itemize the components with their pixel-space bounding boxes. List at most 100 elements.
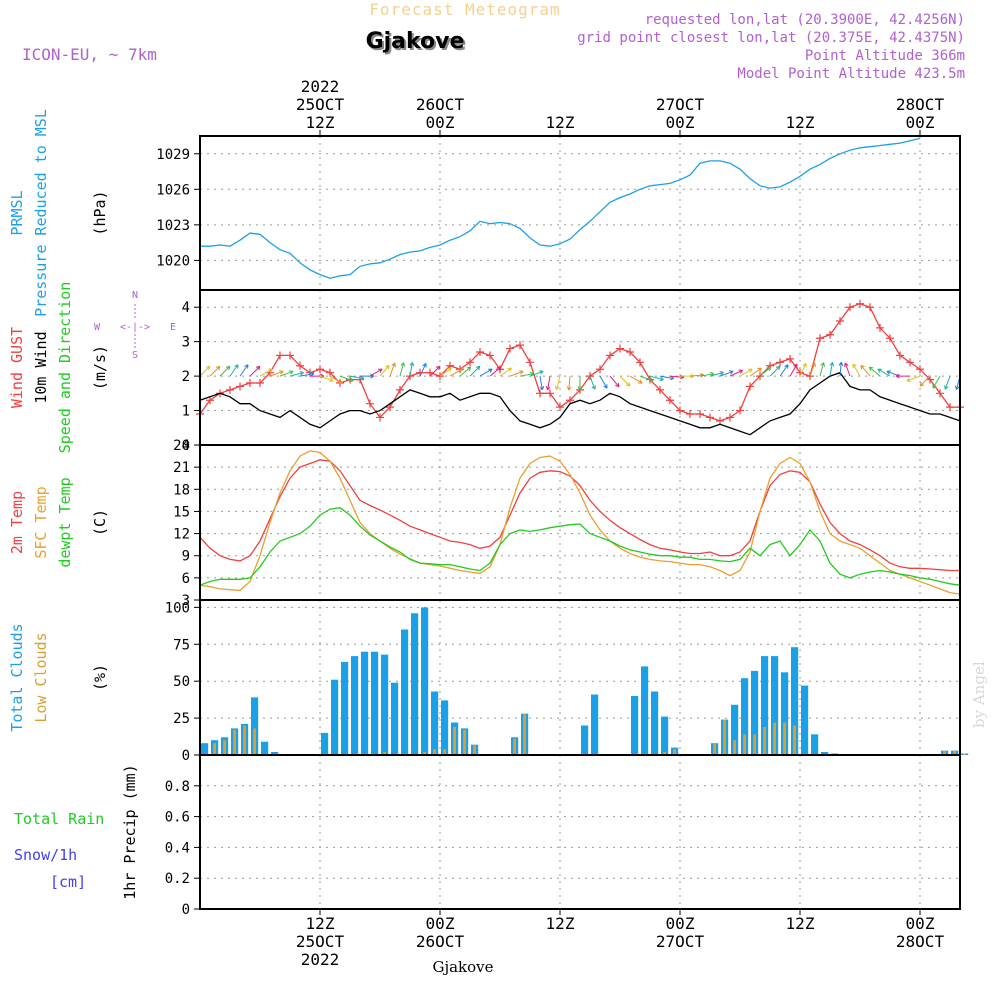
wind-arrow xyxy=(469,365,481,377)
wind-arrow xyxy=(895,373,910,379)
wind-arrow xyxy=(599,375,608,389)
wind-arrow xyxy=(779,364,789,377)
bar-total_clouds xyxy=(421,607,429,755)
bar-low_clouds xyxy=(783,722,786,755)
bar-total_clouds xyxy=(361,651,369,755)
top-time-label: 27OCT xyxy=(656,95,705,114)
wind-arrow xyxy=(566,376,572,391)
wind-arrow xyxy=(749,367,762,377)
top-time-label: 00Z xyxy=(426,113,455,132)
series-gust xyxy=(199,303,960,422)
wind-arrow xyxy=(852,363,861,377)
bar-low_clouds xyxy=(943,750,946,755)
gust-marker xyxy=(596,365,604,374)
gust-marker xyxy=(836,317,844,325)
wind-arrow xyxy=(545,376,551,391)
top-time-label: 00Z xyxy=(906,113,935,132)
gust-marker xyxy=(476,348,484,356)
wind-arrow xyxy=(389,362,396,377)
precip-legend-0: Total Rain xyxy=(14,810,104,828)
bottom-time-label: 00Z xyxy=(666,914,695,933)
wind-arrow xyxy=(919,375,931,387)
gust-marker xyxy=(716,416,724,425)
bar-low_clouds xyxy=(763,727,766,755)
gust-marker xyxy=(236,382,244,391)
wind-arrow xyxy=(199,365,211,377)
bottom-time-label: 25OCT xyxy=(296,932,345,951)
bar-total_clouds xyxy=(771,656,779,755)
gust-marker xyxy=(916,365,924,374)
y-tick-label: 75 xyxy=(173,637,190,653)
gust-marker xyxy=(526,358,534,367)
y-tick-label: 18 xyxy=(173,482,190,498)
bar-total_clouds xyxy=(801,685,809,755)
wind-arrow xyxy=(509,370,524,377)
y-tick-label: 25 xyxy=(173,711,190,727)
series-wind10 xyxy=(199,371,961,436)
wind-arrow xyxy=(529,370,544,377)
bottom-time-label: 12Z xyxy=(546,914,575,933)
bar-low_clouds xyxy=(433,749,436,755)
y-tick-label: 0.6 xyxy=(165,810,190,826)
y-tick-label: 50 xyxy=(173,674,190,690)
gust-marker xyxy=(666,396,674,405)
gust-marker xyxy=(616,344,624,353)
y-tick-label: 0 xyxy=(182,902,190,918)
panel-temp: 3 6 9 12 15 18 21 24 2m Temp SFC Temp dewpt Temp (C… xyxy=(8,438,961,609)
wind-arrow xyxy=(489,366,502,377)
panel-wind: 0 1 2 3 4 Wind GUST 10m Wind Speed and Directio… xyxy=(8,282,964,454)
gust-marker xyxy=(876,323,884,332)
bar-low_clouds xyxy=(473,744,476,755)
top-time-label: 28OCT xyxy=(896,95,945,114)
bar-low_clouds xyxy=(463,729,466,755)
top-time-label: 25OCT xyxy=(296,95,345,114)
wind-arrow xyxy=(819,362,826,377)
gust-marker xyxy=(586,372,594,381)
y-tick-label: 0 xyxy=(182,438,190,454)
compass-w: W xyxy=(94,322,101,333)
gust-marker xyxy=(396,385,404,394)
bar-low_clouds xyxy=(673,749,676,755)
axis-label-wind: 10m Wind xyxy=(32,331,50,403)
gust-marker xyxy=(286,351,294,360)
precip-legend-2: [cm] xyxy=(50,873,86,891)
axis-label-pressure: PRMSL xyxy=(8,190,26,235)
top-time-label: 12Z xyxy=(546,113,575,132)
gust-marker xyxy=(206,396,214,405)
wind-arrow xyxy=(429,365,441,377)
wind-arrow xyxy=(249,365,261,377)
wind-arrow xyxy=(499,367,512,377)
wind-arrow xyxy=(589,375,596,390)
bar-total_clouds xyxy=(401,629,409,755)
gust-marker xyxy=(516,341,524,350)
y-tick-label: 0.2 xyxy=(165,871,190,887)
bar-low_clouds xyxy=(223,740,226,755)
bar-low_clouds xyxy=(213,743,216,755)
y-tick-label: 15 xyxy=(173,504,190,520)
y-tick-label: 1023 xyxy=(156,218,190,234)
bottom-time-label: 2022 xyxy=(301,950,340,969)
bar-total_clouds xyxy=(411,613,419,755)
y-tick-label: 100 xyxy=(165,600,190,616)
bar-total_clouds xyxy=(751,670,759,755)
wind-arrow xyxy=(329,375,343,384)
wind-arrow xyxy=(239,364,249,377)
gust-marker xyxy=(866,303,874,312)
gust-marker xyxy=(936,389,944,398)
bar-low_clouds xyxy=(423,752,426,755)
gust-marker xyxy=(296,361,304,370)
wind-arrow xyxy=(479,368,493,377)
compass-n: N xyxy=(132,290,138,301)
y-tick-label: 4 xyxy=(182,300,190,316)
gust-marker xyxy=(816,334,824,343)
bar-total_clouds xyxy=(731,704,739,755)
gust-marker xyxy=(856,299,864,308)
gust-marker xyxy=(626,348,634,356)
gust-marker xyxy=(946,403,954,412)
gust-marker xyxy=(316,365,324,374)
page-title-front: Gjakove xyxy=(366,29,465,54)
wind-arrow xyxy=(409,362,415,377)
axis-label-temp: SFC Temp xyxy=(32,486,50,558)
bar-total_clouds xyxy=(391,682,399,755)
